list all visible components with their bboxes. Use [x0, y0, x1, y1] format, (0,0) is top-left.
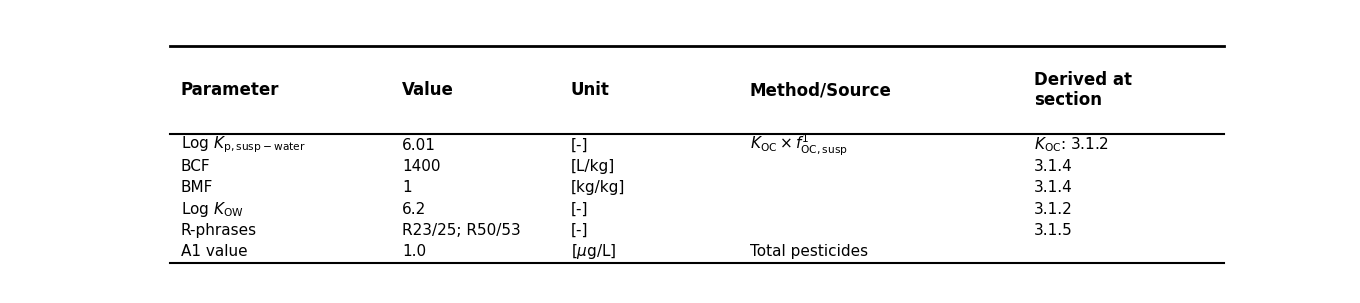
Text: $K_{\mathrm{OC}}$: 3.1.2: $K_{\mathrm{OC}}$: 3.1.2 — [1034, 136, 1108, 155]
Text: 1: 1 — [403, 180, 412, 195]
Text: Value: Value — [403, 81, 454, 99]
Text: [-]: [-] — [571, 138, 588, 152]
Text: Total pesticides: Total pesticides — [749, 245, 868, 259]
Text: 3.1.2: 3.1.2 — [1034, 202, 1073, 217]
Text: BMF: BMF — [181, 180, 214, 195]
Text: [L/kg]: [L/kg] — [571, 159, 615, 174]
Text: [-]: [-] — [571, 223, 588, 238]
Text: A1 value: A1 value — [181, 245, 248, 259]
Text: Unit: Unit — [571, 81, 609, 99]
Text: 3.1.4: 3.1.4 — [1034, 180, 1073, 195]
Text: Parameter: Parameter — [181, 81, 279, 99]
Text: $K_{\mathrm{OC}} \times f_{\mathrm{OC,susp}}^{1}$: $K_{\mathrm{OC}} \times f_{\mathrm{OC,su… — [749, 132, 847, 158]
Text: [kg/kg]: [kg/kg] — [571, 180, 624, 195]
Text: 3.1.4: 3.1.4 — [1034, 159, 1073, 174]
Text: Method/Source: Method/Source — [749, 81, 892, 99]
Text: Derived at
section: Derived at section — [1034, 71, 1133, 109]
Text: R-phrases: R-phrases — [181, 223, 257, 238]
Text: Log $K_{\mathrm{OW}}$: Log $K_{\mathrm{OW}}$ — [181, 200, 243, 219]
Text: 6.2: 6.2 — [403, 202, 426, 217]
Text: 3.1.5: 3.1.5 — [1034, 223, 1073, 238]
Text: [$\mu$g/L]: [$\mu$g/L] — [571, 242, 616, 261]
Text: R23/25; R50/53: R23/25; R50/53 — [403, 223, 521, 238]
Text: Log $K_{\mathrm{p,susp-water}}$: Log $K_{\mathrm{p,susp-water}}$ — [181, 135, 306, 155]
Text: [-]: [-] — [571, 202, 588, 217]
Text: 1400: 1400 — [403, 159, 441, 174]
Text: 6.01: 6.01 — [403, 138, 435, 152]
Text: 1.0: 1.0 — [403, 245, 426, 259]
Text: BCF: BCF — [181, 159, 211, 174]
